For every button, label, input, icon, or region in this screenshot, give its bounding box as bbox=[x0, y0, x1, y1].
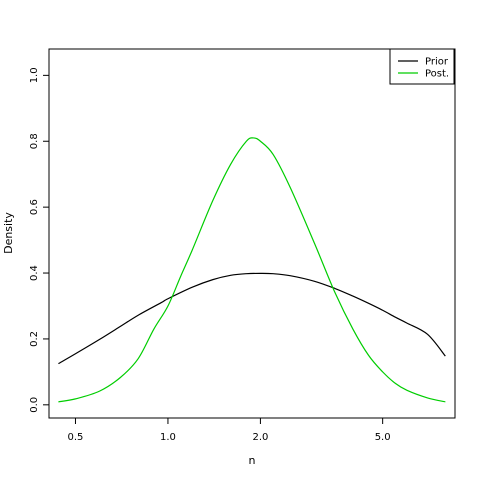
plot-frame bbox=[48, 48, 456, 419]
series-line-prior bbox=[58, 272, 446, 365]
x-tick-label: 1.0 bbox=[160, 432, 176, 443]
y-tick-label: 0.6 bbox=[29, 199, 40, 215]
x-tick-label: 5.0 bbox=[375, 432, 391, 443]
x-tick-label: 2.0 bbox=[252, 432, 268, 443]
y-tick-label: 0.2 bbox=[29, 331, 40, 347]
y-tick-label: 0.0 bbox=[29, 397, 40, 413]
y-tick-label: 1.0 bbox=[29, 67, 40, 83]
x-tick-label: 0.5 bbox=[68, 432, 84, 443]
series-line-post bbox=[58, 137, 446, 403]
y-axis: 0.0 0.2 0.4 0.6 0.8 1.0 bbox=[29, 67, 49, 413]
legend-label: Post. bbox=[425, 69, 449, 80]
x-axis: 0.5 1.0 2.0 5.0 bbox=[68, 418, 391, 443]
y-axis-label: Density bbox=[2, 212, 15, 254]
plot-layer bbox=[58, 137, 446, 403]
legend-box bbox=[389, 48, 455, 85]
x-axis-label: n bbox=[249, 454, 256, 467]
y-tick-label: 0.8 bbox=[29, 133, 40, 149]
y-tick-label: 0.4 bbox=[29, 265, 40, 281]
legend-label: Prior bbox=[425, 57, 449, 68]
